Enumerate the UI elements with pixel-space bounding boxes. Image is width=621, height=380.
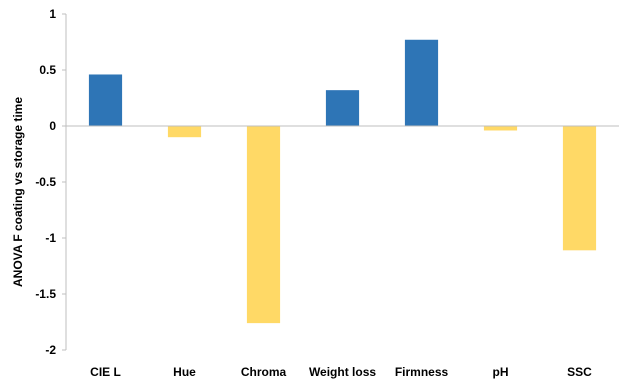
bar-chroma — [246, 126, 281, 324]
x-tick-label: pH — [493, 365, 509, 379]
bars-group — [88, 39, 597, 324]
bar-ph — [483, 126, 518, 131]
x-tick-label: Hue — [173, 365, 196, 379]
x-tick-label: Chroma — [241, 365, 287, 379]
bar-weight-loss — [325, 90, 360, 126]
x-tick-label: SSC — [567, 365, 592, 379]
y-axis-title: ANOVA F coating vs storage time — [11, 97, 25, 287]
y-tick-label: 1 — [49, 7, 56, 21]
y-tick-labels: 1 0.5 0 -0.5 -1 -1.5 -2 — [35, 7, 66, 357]
bar-cie-l — [88, 74, 123, 126]
y-tick-label: -2 — [45, 343, 56, 357]
bar-hue — [167, 126, 202, 138]
x-tick-label: CIE L — [90, 365, 121, 379]
y-tick-label: -0.5 — [35, 175, 56, 189]
bar-firmness — [404, 39, 439, 127]
y-tick-label: 0.5 — [39, 63, 56, 77]
y-tick-label: -1.5 — [35, 287, 56, 301]
x-tick-labels: CIE L Hue Chroma Weight loss Firmness pH SSC — [90, 365, 592, 379]
bar-ssc — [562, 126, 597, 251]
y-tick-label: 0 — [49, 119, 56, 133]
x-tick-label: Firmness — [395, 365, 449, 379]
y-tick-label: -1 — [45, 231, 56, 245]
x-tick-label: Weight loss — [309, 365, 376, 379]
